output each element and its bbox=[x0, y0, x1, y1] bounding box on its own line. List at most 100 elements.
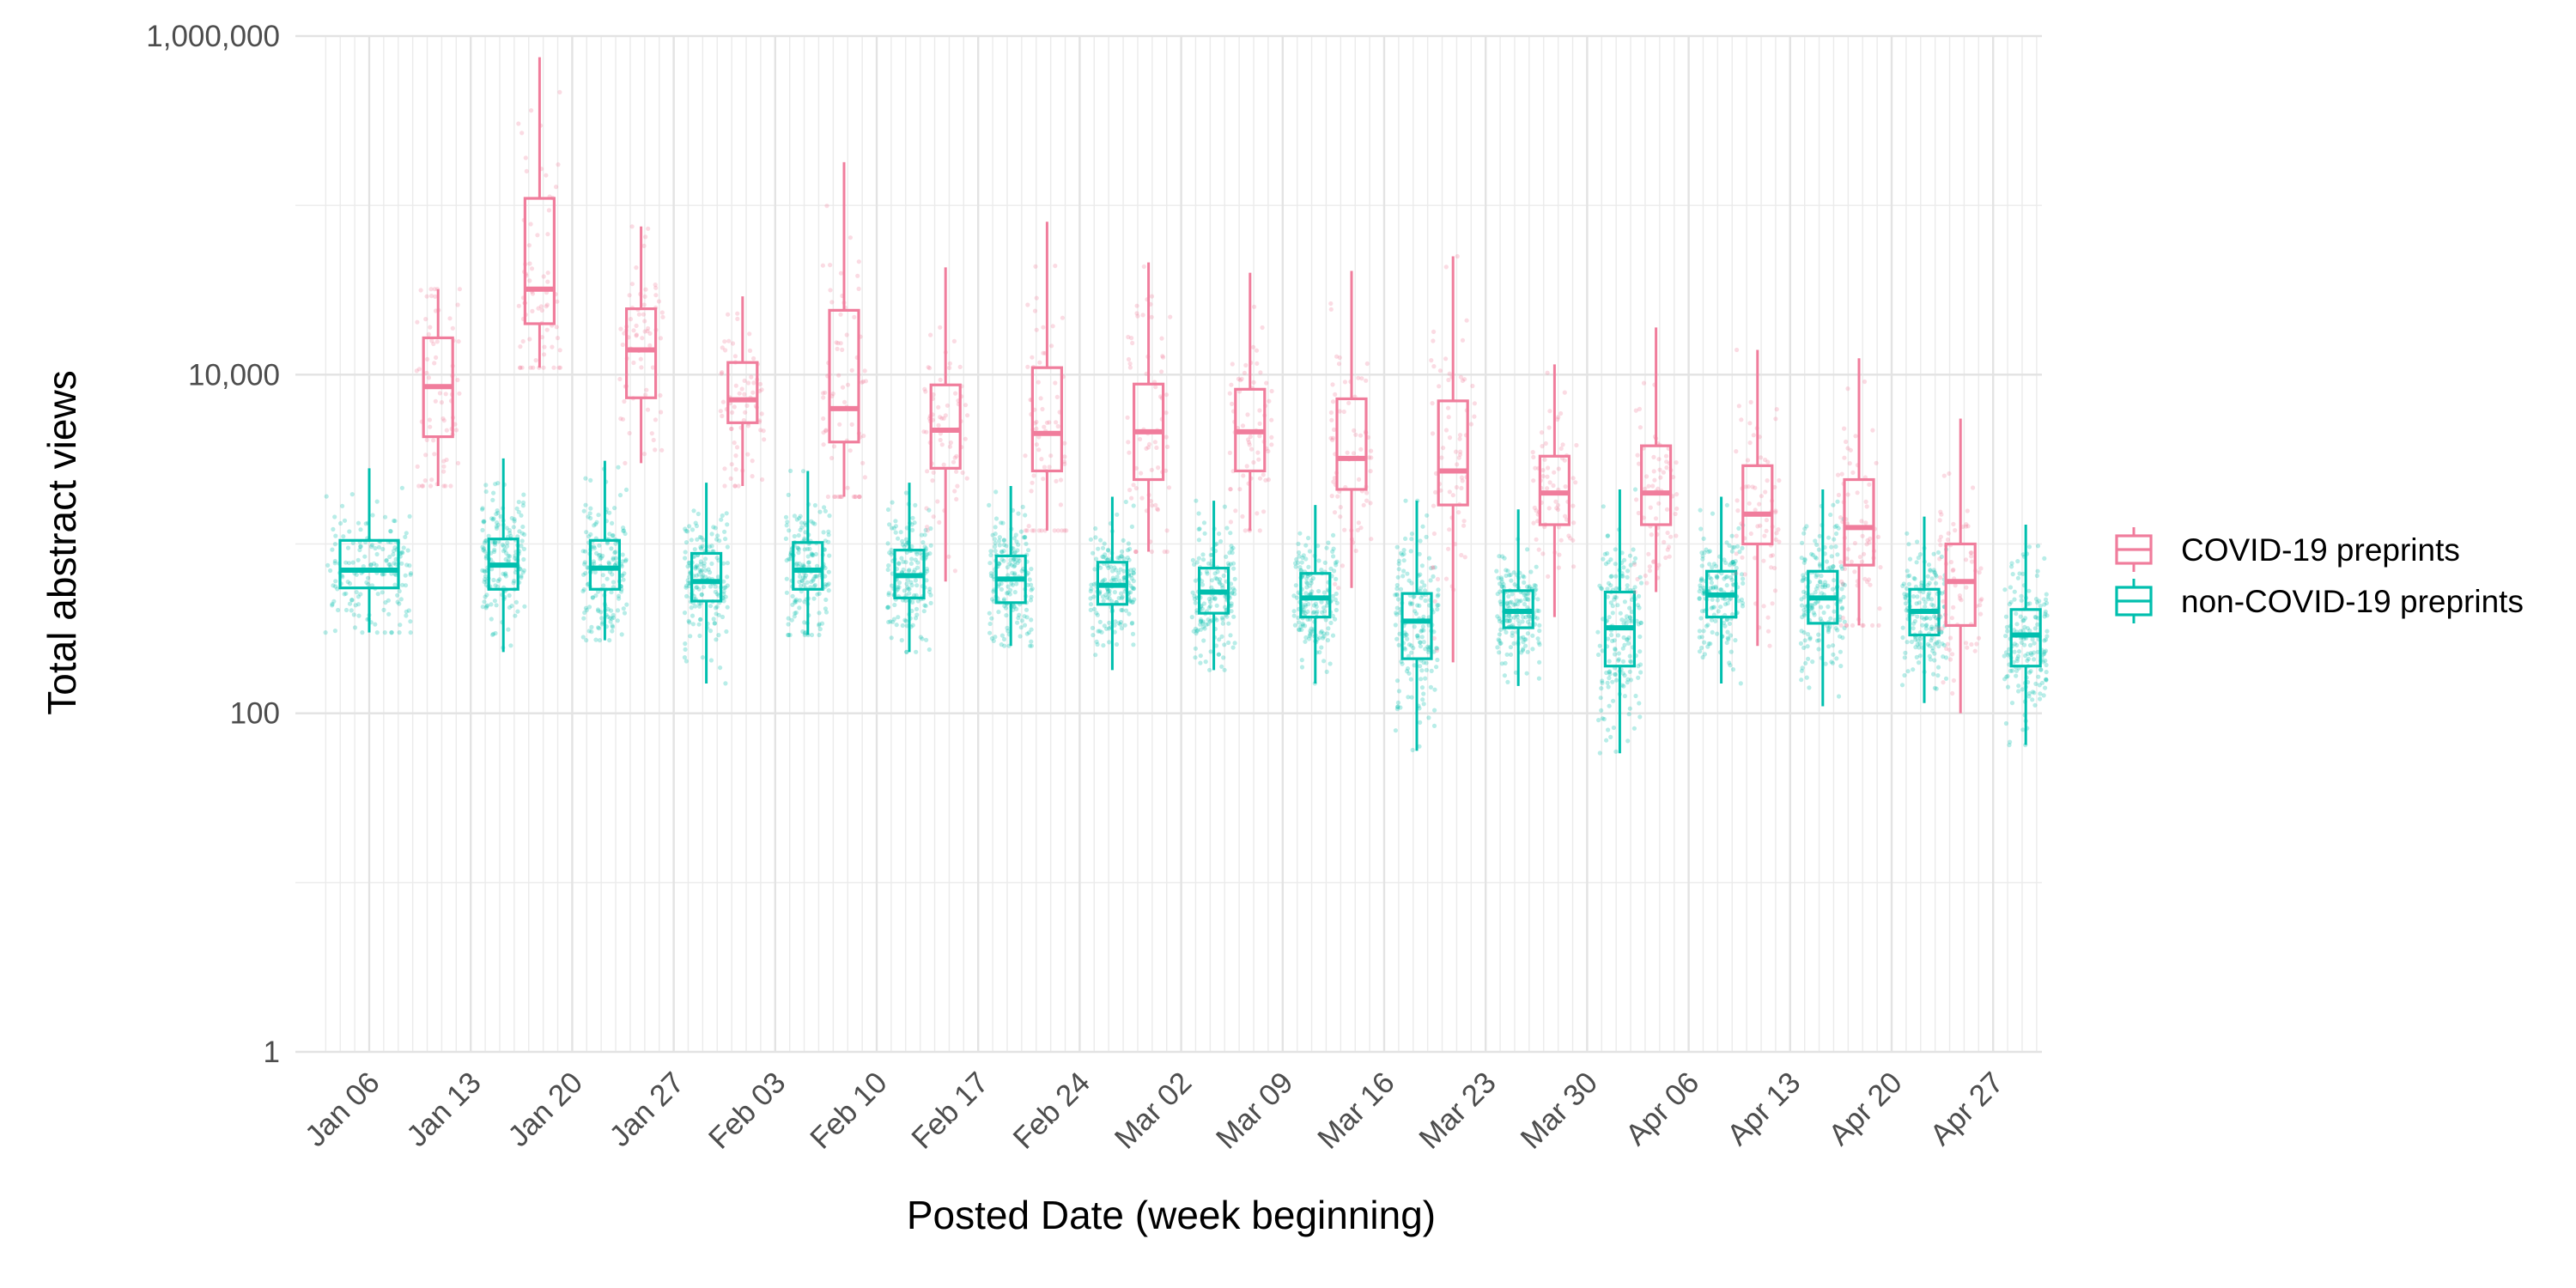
data-point bbox=[1850, 623, 1856, 629]
data-point bbox=[1306, 602, 1311, 607]
data-point bbox=[2005, 684, 2011, 690]
data-point bbox=[1834, 523, 1839, 528]
data-point bbox=[1146, 441, 1152, 447]
data-point bbox=[1212, 596, 1218, 601]
data-point bbox=[1227, 450, 1232, 456]
data-point bbox=[1816, 638, 1821, 643]
data-point bbox=[684, 529, 690, 534]
data-point bbox=[1014, 606, 1019, 611]
data-point bbox=[885, 567, 890, 573]
data-point bbox=[786, 622, 791, 627]
data-point bbox=[988, 574, 994, 579]
data-point bbox=[2025, 626, 2031, 631]
data-point bbox=[556, 162, 561, 167]
data-point bbox=[832, 494, 837, 500]
data-point bbox=[1315, 544, 1321, 549]
data-point bbox=[1656, 562, 1662, 568]
data-point bbox=[484, 592, 489, 598]
data-point bbox=[1130, 340, 1135, 346]
data-point bbox=[1059, 528, 1065, 533]
data-point bbox=[2026, 690, 2032, 696]
data-point bbox=[1101, 578, 1106, 583]
data-point bbox=[611, 532, 616, 538]
data-point bbox=[1935, 550, 1941, 556]
data-point bbox=[507, 528, 513, 533]
data-point bbox=[697, 604, 702, 609]
data-point bbox=[1032, 308, 1038, 313]
data-point bbox=[1721, 620, 1727, 626]
data-point bbox=[1298, 568, 1303, 574]
data-point bbox=[526, 243, 532, 248]
data-point bbox=[1125, 555, 1130, 561]
data-point bbox=[2032, 641, 2037, 646]
data-point bbox=[921, 429, 927, 434]
data-point bbox=[790, 593, 795, 599]
data-point bbox=[1903, 650, 1908, 656]
data-point bbox=[1634, 497, 1639, 502]
data-point bbox=[1829, 554, 1834, 559]
data-point bbox=[2009, 701, 2015, 706]
data-point bbox=[1566, 533, 1571, 538]
data-point bbox=[642, 319, 647, 324]
data-point bbox=[735, 316, 740, 321]
data-point bbox=[1697, 589, 1702, 594]
data-point bbox=[1088, 607, 1093, 613]
data-point bbox=[1773, 416, 1778, 422]
data-point bbox=[823, 508, 829, 513]
data-point bbox=[1616, 658, 1621, 663]
data-point bbox=[1446, 415, 1451, 420]
data-point bbox=[346, 561, 352, 566]
data-point bbox=[581, 616, 586, 621]
data-point bbox=[857, 494, 862, 500]
data-point bbox=[1316, 558, 1321, 563]
data-point bbox=[713, 584, 718, 589]
data-point bbox=[501, 549, 507, 554]
data-point bbox=[682, 655, 688, 660]
data-point bbox=[795, 545, 801, 551]
data-point bbox=[545, 279, 550, 284]
data-point bbox=[1722, 623, 1728, 629]
data-point bbox=[1034, 442, 1039, 447]
data-point bbox=[720, 413, 725, 419]
data-point bbox=[517, 529, 522, 534]
data-point bbox=[1826, 535, 1832, 540]
data-point bbox=[1197, 526, 1202, 532]
data-point bbox=[1753, 485, 1758, 490]
data-point bbox=[1859, 519, 1864, 524]
box bbox=[2009, 608, 2042, 668]
x-tick-label: Feb 03 bbox=[702, 1066, 793, 1156]
data-point bbox=[1628, 562, 1633, 568]
data-point bbox=[1714, 574, 1719, 579]
data-point bbox=[2008, 739, 2013, 744]
data-point bbox=[1611, 698, 1616, 703]
data-point bbox=[1915, 641, 1920, 647]
data-point bbox=[1041, 350, 1046, 355]
data-point bbox=[726, 312, 731, 317]
data-point bbox=[1193, 626, 1199, 631]
data-point bbox=[631, 360, 636, 366]
data-point bbox=[1503, 660, 1508, 666]
data-point bbox=[1939, 554, 1944, 560]
data-point bbox=[1838, 634, 1843, 639]
data-point bbox=[1941, 642, 1947, 648]
data-point bbox=[1820, 591, 1825, 596]
data-point bbox=[1499, 661, 1504, 666]
data-point bbox=[682, 611, 688, 616]
data-point bbox=[893, 524, 898, 529]
data-point bbox=[2026, 656, 2031, 662]
data-point bbox=[1325, 638, 1330, 643]
data-point bbox=[1119, 626, 1124, 631]
data-point bbox=[787, 632, 793, 638]
data-point bbox=[1304, 580, 1310, 586]
data-point bbox=[1251, 344, 1256, 349]
data-point bbox=[1033, 264, 1038, 269]
data-point bbox=[404, 531, 409, 536]
data-point bbox=[1238, 378, 1243, 383]
data-point bbox=[733, 453, 738, 459]
data-point bbox=[653, 293, 659, 298]
data-point bbox=[524, 168, 529, 173]
data-point bbox=[1941, 473, 1947, 478]
data-point bbox=[1421, 640, 1426, 645]
data-point bbox=[1977, 570, 1982, 575]
data-point bbox=[1214, 603, 1219, 608]
